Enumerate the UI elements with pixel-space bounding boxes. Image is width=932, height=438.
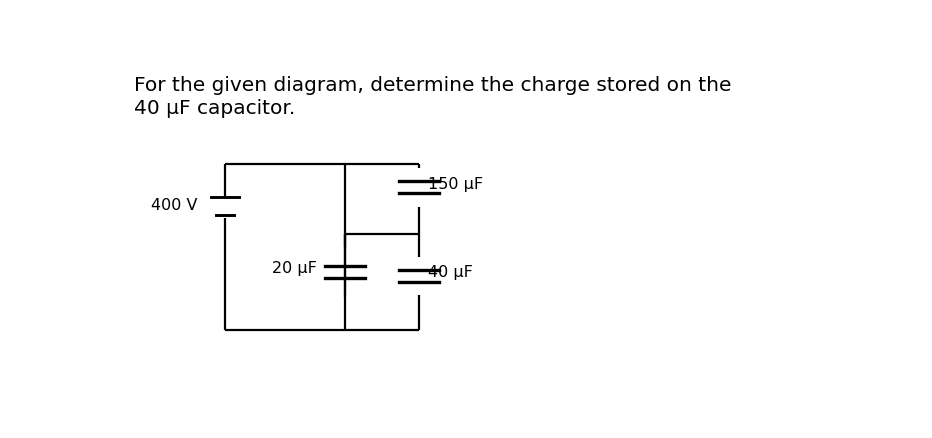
Text: 40 μF capacitor.: 40 μF capacitor. <box>133 99 295 118</box>
Text: 40 μF: 40 μF <box>428 265 473 280</box>
Text: For the given diagram, determine the charge stored on the: For the given diagram, determine the cha… <box>133 76 731 95</box>
Text: 150 μF: 150 μF <box>428 177 483 192</box>
Text: 400 V: 400 V <box>151 198 198 213</box>
Text: 20 μF: 20 μF <box>271 261 316 276</box>
